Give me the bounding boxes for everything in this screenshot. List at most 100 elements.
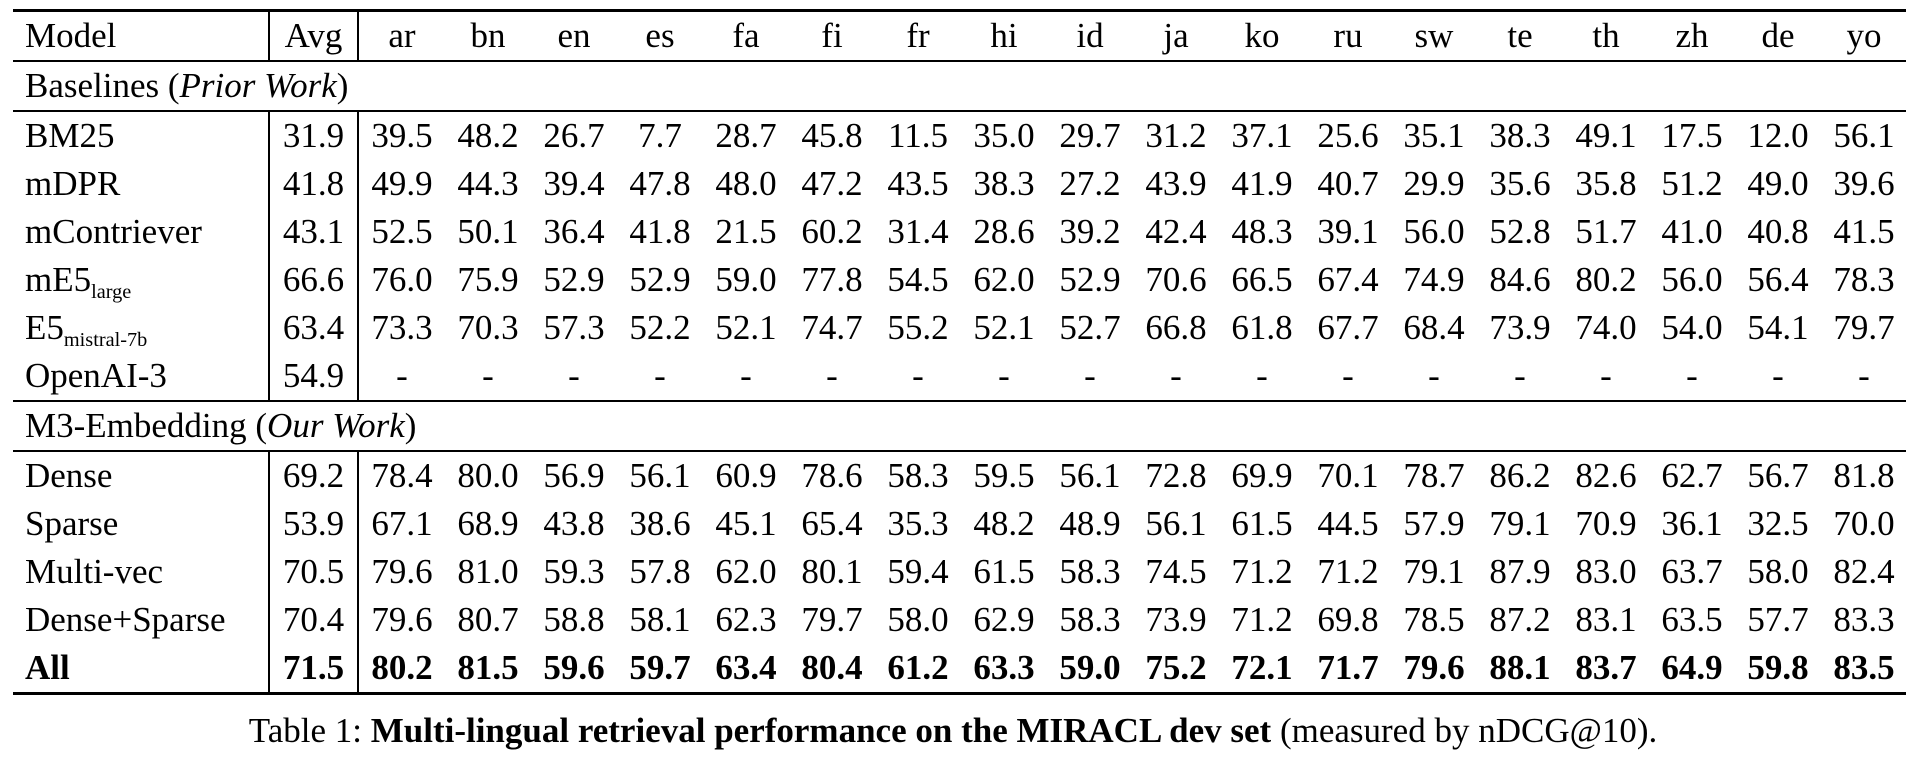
value-yo: 83.5 (1833, 648, 1895, 687)
col-header-te: te (1507, 16, 1533, 55)
value-ar: 79.6 (371, 552, 433, 591)
value-zh: 63.5 (1661, 600, 1723, 639)
value-es: - (654, 356, 666, 395)
value-de: 12.0 (1747, 116, 1809, 155)
value-es: 47.8 (629, 164, 691, 203)
value-fr: 55.2 (887, 308, 949, 347)
value-fr: 59.4 (887, 552, 949, 591)
header-row: Model Avg ar bn en es fa fi fr hi id ja ko ru sw te th zh… (13, 10, 1906, 61)
value-sw: 29.9 (1403, 164, 1465, 203)
avg-value: 69.2 (269, 451, 359, 500)
value-th: 70.9 (1575, 504, 1637, 543)
value-en: 56.9 (543, 456, 605, 495)
value-de: 56.7 (1747, 456, 1809, 495)
value-th: 82.6 (1575, 456, 1637, 495)
value-ko: 71.2 (1231, 600, 1293, 639)
value-zh: 56.0 (1661, 260, 1723, 299)
value-ru: 39.1 (1317, 212, 1379, 251)
avg-value: 31.9 (269, 111, 359, 160)
value-es: 52.2 (629, 308, 691, 347)
value-sw: 79.6 (1403, 648, 1465, 687)
value-hi: 52.1 (973, 308, 1035, 347)
avg-value: 54.9 (269, 352, 359, 401)
value-te: 87.2 (1489, 600, 1551, 639)
value-es: 7.7 (638, 116, 682, 155)
value-zh: 41.0 (1661, 212, 1723, 251)
result-row-bm25: BM25 31.9 39.5 48.2 26.7 7.7 28.7 45.8 11.5 35.0 2… (13, 111, 1906, 160)
results-table-body: Baselines (Prior Work) BM25 31.9 39.5 48.2 26… (13, 60, 1906, 694)
value-en: 36.4 (543, 212, 605, 251)
result-row-sparse: Sparse 53.9 67.1 68.9 43.8 38.6 45.1 65.4 35.3 48… (13, 500, 1906, 548)
value-fa: 45.1 (715, 504, 777, 543)
value-fr: 35.3 (887, 504, 949, 543)
value-en: 26.7 (543, 116, 605, 155)
value-fa: - (740, 356, 752, 395)
value-te: 73.9 (1489, 308, 1551, 347)
value-de: 32.5 (1747, 504, 1809, 543)
value-ar: 79.6 (371, 600, 433, 639)
col-header-sw: sw (1414, 16, 1454, 55)
value-zh: 62.7 (1661, 456, 1723, 495)
value-zh: 54.0 (1661, 308, 1723, 347)
value-hi: 62.9 (973, 600, 1035, 639)
value-fi: 47.2 (801, 164, 863, 203)
value-ko: - (1256, 356, 1268, 395)
value-ar: 73.3 (371, 308, 433, 347)
col-header-avg: Avg (269, 10, 359, 61)
value-te: 79.1 (1489, 504, 1551, 543)
value-en: 57.3 (543, 308, 605, 347)
value-ja: 66.8 (1145, 308, 1207, 347)
result-row-mcontriever: mContriever 43.1 52.5 50.1 36.4 41.8 21.5 60.2 3… (13, 208, 1906, 256)
value-th: 51.7 (1575, 212, 1637, 251)
value-ja: 43.9 (1145, 164, 1207, 203)
value-ja: 70.6 (1145, 260, 1207, 299)
value-en: - (568, 356, 580, 395)
value-ru: 25.6 (1317, 116, 1379, 155)
value-id: 58.3 (1059, 552, 1121, 591)
value-ja: 74.5 (1145, 552, 1207, 591)
value-yo: - (1858, 356, 1870, 395)
value-id: 58.3 (1059, 600, 1121, 639)
avg-value: 43.1 (269, 208, 359, 256)
value-en: 59.3 (543, 552, 605, 591)
value-ja: 72.8 (1145, 456, 1207, 495)
value-en: 43.8 (543, 504, 605, 543)
value-de: 57.7 (1747, 600, 1809, 639)
value-en: 58.8 (543, 600, 605, 639)
value-fa: 63.4 (715, 648, 777, 687)
value-fi: 77.8 (801, 260, 863, 299)
value-de: 49.0 (1747, 164, 1809, 203)
value-de: 54.1 (1747, 308, 1809, 347)
value-te: 35.6 (1489, 164, 1551, 203)
value-hi: 59.5 (973, 456, 1035, 495)
value-ko: 37.1 (1231, 116, 1293, 155)
value-bn: 48.2 (457, 116, 519, 155)
section-title: Baselines (Prior Work) (13, 60, 1906, 112)
value-te: 38.3 (1489, 116, 1551, 155)
value-ru: - (1342, 356, 1354, 395)
value-yo: 82.4 (1833, 552, 1895, 591)
value-de: 59.8 (1747, 648, 1809, 687)
model-name-subscript: large (91, 281, 132, 304)
model-name: All (13, 644, 270, 694)
result-row-all: All 71.5 80.2 81.5 59.6 59.7 63.4 80.4 61.2 63.3 5… (13, 644, 1906, 694)
value-ar: 52.5 (371, 212, 433, 251)
value-ko: 41.9 (1231, 164, 1293, 203)
value-yo: 83.3 (1833, 600, 1895, 639)
value-ru: 71.2 (1317, 552, 1379, 591)
value-yo: 70.0 (1833, 504, 1895, 543)
col-header-es: es (645, 16, 675, 55)
value-sw: 35.1 (1403, 116, 1465, 155)
value-en: 39.4 (543, 164, 605, 203)
value-bn: 50.1 (457, 212, 519, 251)
col-header-en: en (557, 16, 591, 55)
col-header-ru: ru (1333, 16, 1363, 55)
value-sw: 74.9 (1403, 260, 1465, 299)
value-ko: 48.3 (1231, 212, 1293, 251)
value-fa: 52.1 (715, 308, 777, 347)
value-sw: 78.5 (1403, 600, 1465, 639)
value-sw: 56.0 (1403, 212, 1465, 251)
value-zh: - (1686, 356, 1698, 395)
section-title-italic: Our Work (267, 406, 405, 445)
